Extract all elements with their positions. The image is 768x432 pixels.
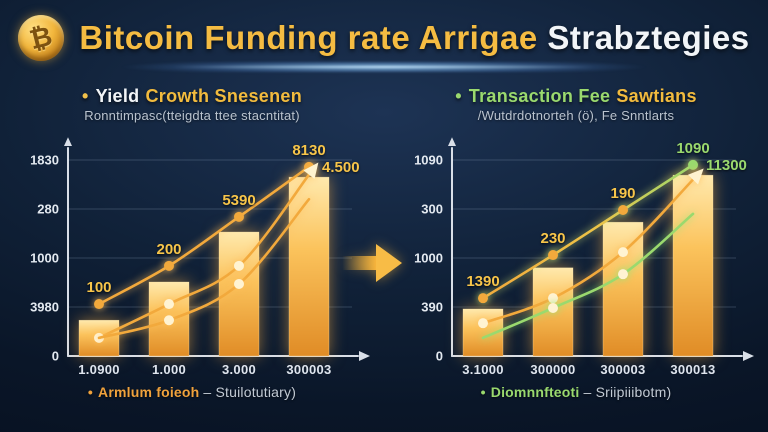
svg-text:3.000: 3.000 <box>222 362 256 377</box>
svg-text:1000: 1000 <box>414 251 443 266</box>
yield-panel-subtitle: Ronntimpasc(tteigdta ttee stacntitat) <box>84 108 300 123</box>
bitcoin-symbol: ₿ <box>26 20 56 55</box>
yield-legend-label: Armlum foieoh <box>98 384 200 400</box>
svg-text:3980: 3980 <box>30 300 59 315</box>
fee-legend-note: – Sriipiiibotm) <box>583 384 672 400</box>
page-title-gold: Bitcoin Funding rate Arrigae <box>79 19 538 56</box>
svg-text:11300: 11300 <box>706 157 747 174</box>
svg-text:1830: 1830 <box>30 153 59 168</box>
svg-text:200: 200 <box>156 241 181 258</box>
svg-text:390: 390 <box>421 300 443 315</box>
yield-title-accent: Crowth Snesenen <box>145 86 302 106</box>
yield-legend-note: – Stuilotutiary) <box>203 384 297 400</box>
yield-legend: • Armlum foieoh – Stuilotutiary) <box>88 384 296 400</box>
svg-text:0: 0 <box>52 349 59 364</box>
fee-panel: • Transaction Fee Sawtians /Wutdrdotnorteh… <box>392 86 760 400</box>
header: ₿ Bitcoin Funding rate Arrigae Strabzteg… <box>0 12 768 64</box>
fee-title-accent: Sawtians <box>616 86 697 106</box>
yield-panel: • Yield Crowth Snesenen Ronntimpasc(tteigd… <box>8 86 376 400</box>
fee-chart: 0 390 1000 300 1090 3.1000 300000 300003 300013 1… <box>414 137 754 377</box>
svg-text:1.000: 1.000 <box>152 362 186 377</box>
svg-text:8130: 8130 <box>292 142 325 159</box>
bullet-icon: • <box>82 86 89 106</box>
svg-text:300003: 300003 <box>600 362 645 377</box>
svg-text:300: 300 <box>421 202 443 217</box>
svg-text:100: 100 <box>86 279 111 296</box>
svg-text:0: 0 <box>436 349 443 364</box>
fee-legend-label: Diomnnfteoti <box>490 384 580 400</box>
svg-text:1090: 1090 <box>676 140 709 157</box>
svg-text:300000: 300000 <box>530 362 575 377</box>
fee-title-lead: Transaction Fee <box>468 86 611 106</box>
svg-text:190: 190 <box>610 185 635 202</box>
fee-legend: • Diomnnfteoti – Sriipiiibotm) <box>481 384 672 400</box>
svg-text:230: 230 <box>540 230 565 247</box>
yield-title-lead: Yield <box>95 86 140 106</box>
svg-text:300013: 300013 <box>670 362 715 377</box>
svg-text:300003: 300003 <box>286 362 331 377</box>
svg-text:280: 280 <box>37 202 59 217</box>
arrow-right-icon <box>342 244 402 282</box>
svg-text:1.0900: 1.0900 <box>78 362 120 377</box>
svg-text:3.1000: 3.1000 <box>462 362 504 377</box>
legend-marker-icon: • <box>480 384 486 400</box>
page-title: Bitcoin Funding rate Arrigae Strabztegie… <box>79 19 749 57</box>
fee-panel-subtitle: /Wutdrdotnorteh (ö), Fe Snntlarts <box>477 108 675 123</box>
svg-text:4.500: 4.500 <box>322 159 360 176</box>
svg-text:1090: 1090 <box>414 153 443 168</box>
yield-chart: 0 3980 1000 280 1830 1.0900 1.000 3.000 300003 10… <box>30 137 370 377</box>
svg-text:1390: 1390 <box>466 273 499 290</box>
page-title-white: Strabztegies <box>547 19 750 56</box>
svg-text:5390: 5390 <box>222 192 255 209</box>
svg-text:1000: 1000 <box>30 251 59 266</box>
legend-marker-icon: • <box>87 384 94 400</box>
bitcoin-coin-icon: ₿ <box>18 15 65 61</box>
fee-panel-title: • Transaction Fee Sawtians <box>455 86 697 108</box>
bullet-icon: • <box>455 86 462 106</box>
yield-panel-title: • Yield Crowth Snesenen <box>82 86 302 108</box>
